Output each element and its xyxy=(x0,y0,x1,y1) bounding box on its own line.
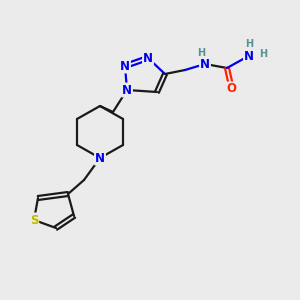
Text: N: N xyxy=(120,59,130,73)
Text: N: N xyxy=(122,83,132,97)
Text: N: N xyxy=(244,50,254,62)
Text: H: H xyxy=(245,39,253,49)
Text: S: S xyxy=(30,214,38,226)
Text: O: O xyxy=(226,82,236,95)
Text: N: N xyxy=(143,52,153,64)
Text: N: N xyxy=(95,152,105,164)
Text: H: H xyxy=(197,48,205,58)
Text: H: H xyxy=(259,49,267,59)
Text: N: N xyxy=(200,58,210,70)
